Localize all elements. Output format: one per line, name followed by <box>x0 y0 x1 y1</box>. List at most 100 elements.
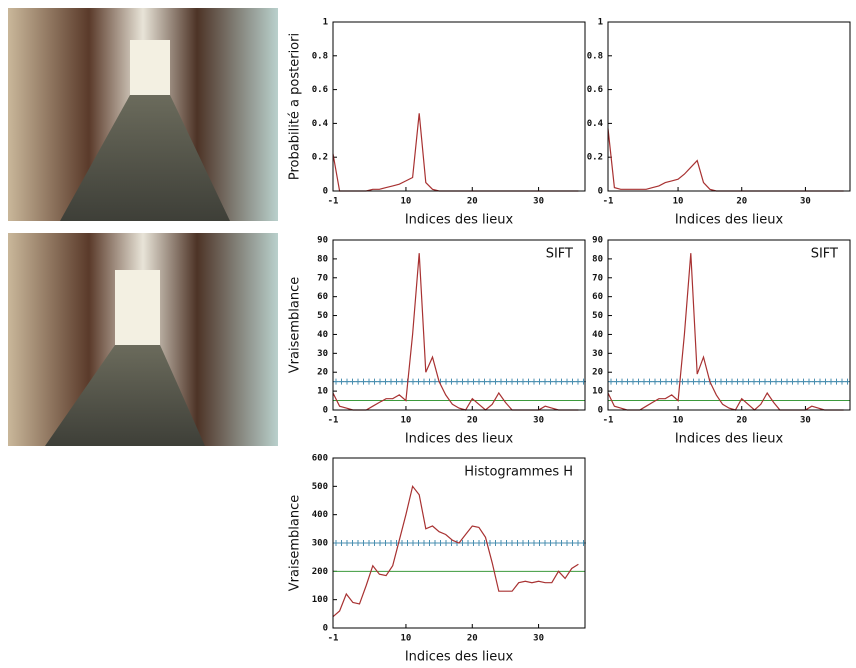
reference-marker <box>570 378 575 385</box>
reference-marker <box>570 540 575 546</box>
reference-marker <box>658 378 663 385</box>
reference-marker <box>729 378 735 385</box>
y-tick-label: 0 <box>323 406 328 416</box>
y-tick-label: 60 <box>592 292 603 302</box>
reference-marker <box>460 540 465 546</box>
y-tick-label: 1 <box>323 18 328 28</box>
data-line <box>332 484 579 618</box>
x-axis-label: Indices des lieux <box>405 650 514 665</box>
reference-marker <box>443 378 449 385</box>
y-tick-label: 0.8 <box>587 51 603 61</box>
reference-marker <box>526 540 531 546</box>
reference-marker <box>564 540 570 546</box>
annotation: SIFT <box>811 247 838 262</box>
reference-marker <box>421 540 427 546</box>
reference-marker <box>427 378 432 385</box>
data-line <box>607 253 844 411</box>
reference-marker <box>845 378 850 385</box>
reference-marker <box>355 378 361 385</box>
reference-marker <box>361 378 366 385</box>
reference-marker <box>823 378 828 385</box>
chart: 0 0.2 0.4 0.6 0.8 1 -1 10 20 30 Indices des lieux <box>587 18 851 228</box>
data-line <box>332 253 579 411</box>
photo-bottom <box>8 233 278 446</box>
reference-marker <box>416 378 421 385</box>
y-tick-label: 80 <box>317 254 328 264</box>
y-tick-label: 30 <box>592 349 603 359</box>
reference-marker <box>377 540 383 546</box>
reference-marker <box>509 540 515 546</box>
reference-marker <box>537 378 542 385</box>
data-line <box>332 113 579 192</box>
chart: 0 10 20 30 40 50 60 70 80 90 -1 10 20 30 SIFT Indices d… <box>288 236 586 447</box>
reference-marker <box>498 540 504 546</box>
x-tick-label: -1 <box>603 416 614 426</box>
reference-marker <box>520 540 526 546</box>
reference-marker <box>702 378 707 385</box>
reference-marker <box>476 378 482 385</box>
reference-marker <box>740 378 746 385</box>
reference-marker <box>779 378 784 385</box>
reference-marker <box>333 540 339 546</box>
reference-marker <box>443 540 449 546</box>
reference-marker <box>806 378 812 385</box>
reference-marker <box>817 378 823 385</box>
y-tick-label: 0 <box>598 187 603 197</box>
y-tick-label: 20 <box>592 368 603 378</box>
reference-marker <box>652 378 658 385</box>
reference-marker <box>515 378 520 385</box>
data-line <box>607 128 844 192</box>
reference-marker <box>350 540 355 546</box>
reference-marker <box>333 378 339 385</box>
y-tick-label: 70 <box>592 273 603 283</box>
reference-marker <box>537 540 542 546</box>
reference-marker <box>757 378 762 385</box>
reference-marker <box>416 540 421 546</box>
y-tick-label: 0 <box>323 187 328 197</box>
y-axis-label: Vraisemblance <box>288 495 303 591</box>
y-tick-label: 10 <box>592 387 603 397</box>
y-tick-label: 20 <box>317 368 328 378</box>
reference-marker <box>399 540 405 546</box>
annotation: Histogrammes H <box>464 465 573 480</box>
y-tick-label: 500 <box>312 482 328 492</box>
y-tick-label: 300 <box>312 539 328 549</box>
reference-marker <box>751 378 757 385</box>
reference-marker <box>669 378 674 385</box>
y-tick-label: 0.2 <box>587 153 603 163</box>
chart: 0 100 200 300 400 500 600 -1 10 20 30 Histogrammes … <box>288 454 586 665</box>
reference-marker <box>394 378 399 385</box>
reference-marker <box>542 378 548 385</box>
reference-marker <box>509 378 515 385</box>
y-axis-label: Vraisemblance <box>288 277 303 373</box>
y-tick-label: 10 <box>317 387 328 397</box>
reference-marker <box>685 378 691 385</box>
reference-marker <box>548 540 553 546</box>
reference-marker <box>647 378 652 385</box>
reference-marker <box>355 540 361 546</box>
y-tick-label: 400 <box>312 510 328 520</box>
reference-marker <box>636 378 641 385</box>
y-tick-label: 50 <box>317 311 328 321</box>
reference-marker <box>498 378 504 385</box>
reference-marker <box>520 378 526 385</box>
reference-marker <box>372 540 377 546</box>
reference-marker <box>493 540 498 546</box>
x-axis-label: Indices des lieux <box>405 213 514 228</box>
reference-marker <box>339 540 344 546</box>
y-tick-label: 90 <box>317 236 328 246</box>
x-tick-label: 30 <box>533 197 544 207</box>
y-tick-label: 80 <box>592 254 603 264</box>
y-tick-label: 0.6 <box>587 85 603 95</box>
reference-marker <box>564 378 570 385</box>
x-tick-label: 10 <box>673 416 684 426</box>
reference-marker <box>350 378 355 385</box>
y-tick-label: 30 <box>317 349 328 359</box>
reference-marker <box>432 540 438 546</box>
y-tick-label: 100 <box>312 595 328 605</box>
reference-marker <box>399 378 405 385</box>
y-tick-label: 70 <box>317 273 328 283</box>
reference-marker <box>366 378 372 385</box>
reference-marker <box>388 378 394 385</box>
reference-marker <box>801 378 806 385</box>
